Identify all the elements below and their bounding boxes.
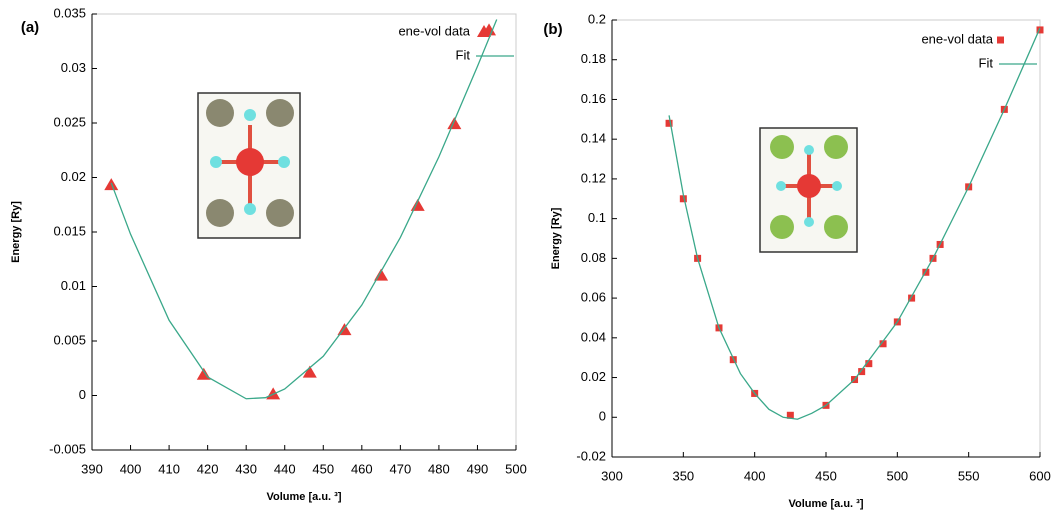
y-tick-label: 0.02 [581,369,606,384]
legend-label: Fit [456,47,471,62]
legend-swatch [477,25,491,37]
data-point [1036,26,1044,34]
y-tick-label: 0.01 [61,278,86,293]
panel-label: (b) [543,21,562,38]
x-tick-label: 410 [158,461,180,476]
x-axis-title: Volume [a.u. ³] [267,491,342,503]
x-tick-label: 430 [235,461,257,476]
x-tick-label: 450 [815,468,837,483]
y-tick-label: 0.16 [581,91,606,106]
y-tick-label: 0.06 [581,290,606,305]
y-tick-label: -0.005 [49,441,86,456]
x-tick-label: 550 [958,468,980,483]
data-point [665,119,673,127]
x-tick-label: 460 [351,461,373,476]
data-point [447,117,462,130]
x-tick-label: 480 [428,461,450,476]
inset-b [759,127,858,253]
y-tick-label: 0.18 [581,51,606,66]
x-tick-label: 490 [467,461,489,476]
data-point [679,195,687,203]
data-point [786,411,794,419]
y-tick-label: 0.04 [581,329,606,344]
data-point [266,387,281,400]
x-tick-label: 400 [744,468,766,483]
data-point [908,294,916,302]
y-tick-label: 0.1 [588,210,606,225]
fit-line [668,27,1041,420]
x-tick-label: 390 [81,461,103,476]
x-tick-label: 500 [886,468,908,483]
x-tick-label: 350 [672,468,694,483]
fit-line [110,19,498,400]
x-tick-label: 440 [274,461,296,476]
legend-label: Fit [979,55,994,70]
legend-label: ene-vol data [398,23,470,38]
x-tick-label: 400 [120,461,142,476]
data-point [302,365,317,378]
y-tick-label: 0.015 [53,223,86,238]
x-tick-label: 420 [197,461,219,476]
legend-swatch [997,36,1004,44]
y-tick-label: 0.035 [53,5,86,20]
y-tick-label: 0 [79,387,86,402]
x-tick-label: 450 [312,461,334,476]
y-axis-title: Energy [Ry] [10,201,22,263]
inset-a [197,92,301,239]
y-tick-label: 0.025 [53,114,86,129]
plot-frame [91,13,517,451]
y-tick-label: 0.14 [581,131,606,146]
x-tick-label: 500 [505,461,527,476]
data-point [858,368,866,376]
y-tick-label: 0.12 [581,170,606,185]
y-tick-label: 0.08 [581,250,606,265]
panel-label: (a) [21,19,39,36]
legend-label: ene-vol data [921,31,993,46]
x-axis-title: Volume [a.u. ³] [789,498,864,510]
y-tick-label: 0 [599,409,606,424]
x-tick-label: 470 [390,461,412,476]
data-point [865,360,873,368]
y-tick-label: -0.02 [576,448,606,463]
x-tick-label: 300 [601,468,623,483]
y-tick-label: 0.03 [61,60,86,75]
y-tick-label: 0.2 [588,11,606,26]
y-tick-label: 0.005 [53,332,86,347]
data-point [879,340,887,348]
y-axis-title: Energy [Ry] [550,207,562,269]
x-tick-label: 600 [1029,468,1051,483]
y-tick-label: 0.02 [61,169,86,184]
